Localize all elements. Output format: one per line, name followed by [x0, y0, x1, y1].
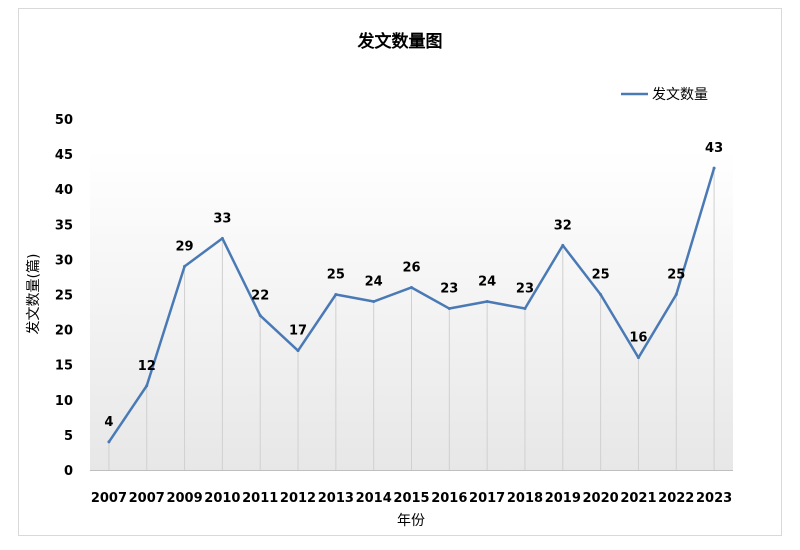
- y-tick-label: 50: [55, 113, 73, 128]
- data-label: 12: [138, 359, 156, 374]
- data-label: 29: [176, 239, 194, 254]
- y-tick-label: 15: [55, 359, 73, 374]
- x-tick-label: 2021: [620, 491, 656, 506]
- chart-title: 发文数量图: [357, 31, 443, 52]
- data-point: [334, 293, 338, 296]
- data-label: 25: [592, 268, 610, 283]
- data-point: [145, 384, 149, 388]
- data-point: [712, 166, 716, 170]
- x-tick-label: 2022: [658, 491, 694, 506]
- data-point: [674, 293, 678, 296]
- data-label: 25: [667, 268, 685, 283]
- data-point: [636, 356, 640, 360]
- x-tick-label: 2007: [129, 491, 165, 506]
- data-point: [599, 293, 603, 296]
- data-point: [561, 243, 565, 247]
- data-label: 4: [104, 415, 113, 430]
- legend-label: 发文数量: [652, 87, 708, 103]
- x-tick-label: 2020: [583, 491, 619, 506]
- x-tick-label: 2012: [280, 491, 316, 506]
- data-label: 24: [478, 275, 496, 290]
- y-tick-label: 10: [55, 394, 73, 409]
- x-tick-label: 2019: [545, 491, 581, 506]
- data-label: 26: [402, 260, 420, 275]
- data-point: [258, 314, 262, 318]
- x-tick-label: 2016: [431, 491, 467, 506]
- y-tick-label: 20: [55, 324, 73, 339]
- data-label: 32: [554, 218, 572, 233]
- x-tick-label: 2007: [91, 491, 127, 506]
- data-label-layer: 4 12 29 33 22 17 25 24 26 23 24 23 32 25 16 25 43: [104, 141, 723, 430]
- x-tick-label: 2014: [356, 491, 392, 506]
- data-label: 23: [440, 282, 458, 297]
- x-tick-label: 2018: [507, 491, 543, 506]
- x-tick-label: 2023: [696, 491, 732, 506]
- x-tick-label: 2011: [242, 491, 278, 506]
- data-point: [523, 307, 527, 311]
- data-label: 22: [251, 289, 269, 304]
- y-tick-label: 30: [55, 253, 73, 268]
- data-point: [372, 300, 376, 304]
- data-label: 24: [365, 275, 383, 290]
- data-point: [220, 236, 224, 240]
- y-tick-label: 25: [55, 289, 73, 304]
- y-tick-label: 35: [55, 218, 73, 233]
- data-label: 17: [289, 324, 307, 339]
- x-tick-label: 2009: [166, 491, 202, 506]
- x-tick-label: 2010: [204, 491, 240, 506]
- x-tick-label: 2017: [469, 491, 505, 506]
- data-point: [183, 264, 187, 268]
- data-point: [107, 440, 111, 444]
- data-label: 23: [516, 282, 534, 297]
- grid-layer: [108, 168, 715, 470]
- data-point: [485, 300, 489, 304]
- data-label: 43: [705, 141, 723, 156]
- x-tick-label: 2015: [393, 491, 429, 506]
- y-axis-title: 发文数量(篇): [26, 254, 42, 335]
- data-point: [296, 349, 300, 353]
- data-label: 33: [213, 211, 231, 226]
- y-tick-label: 40: [55, 183, 73, 198]
- data-point: [410, 285, 413, 289]
- y-tick-label: 0: [64, 464, 73, 479]
- y-tick-label: 5: [64, 429, 73, 444]
- x-tick-label: 2013: [318, 491, 354, 506]
- legend: 发文数量: [621, 87, 708, 103]
- y-tick-label: 45: [55, 148, 73, 163]
- data-point: [447, 307, 451, 311]
- data-label: 16: [629, 331, 647, 346]
- series-layer: [107, 166, 716, 444]
- x-axis-title: 年份: [397, 513, 425, 529]
- data-label: 25: [327, 268, 345, 283]
